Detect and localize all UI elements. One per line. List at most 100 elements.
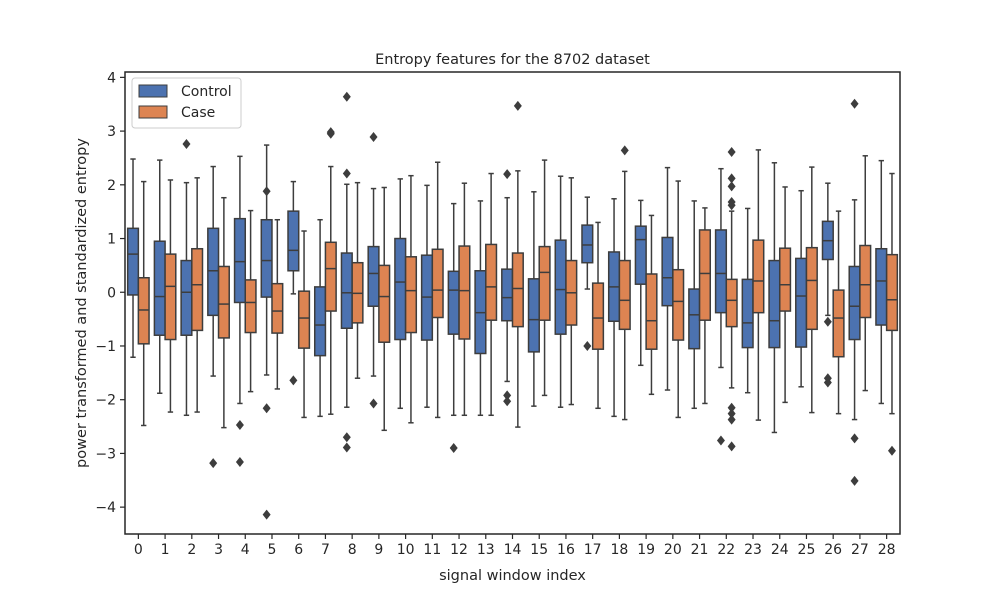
outlier-point [503,169,512,180]
box-iqr [795,257,808,348]
x-tick-label: 4 [241,542,250,558]
plot-area [126,91,899,520]
box-case-26 [832,210,845,415]
outlier-point [369,132,378,143]
outlier-point [727,402,736,413]
box-iqr [458,245,471,340]
outlier-point [727,441,736,452]
box-case-12 [458,182,471,417]
outlier-point [727,200,736,211]
box-control-20 [661,166,674,391]
outlier-point [850,98,859,109]
box-iqr [698,229,712,321]
outlier-point [823,377,832,388]
box-case-20 [672,180,685,419]
y-tick-label: −2 [95,393,116,409]
box-iqr [297,290,311,349]
outlier-point [503,396,512,407]
box-iqr [581,224,594,264]
box-case-0 [137,180,150,427]
box-iqr [725,278,738,328]
x-tick-label: 24 [771,542,789,558]
box-iqr [805,246,818,331]
outlier-point [727,147,736,158]
legend-swatch-case [138,105,168,119]
outlier-point [727,181,736,192]
box-iqr [394,237,407,341]
x-tick-label: 27 [851,542,869,558]
outlier-point [716,435,725,446]
box-control-9 [367,132,380,409]
outlier-point [727,173,736,184]
outlier-point [369,398,378,409]
box-iqr [191,247,204,332]
box-iqr [714,229,728,314]
box-iqr [137,277,150,345]
box-control-18 [607,198,621,418]
box-control-17 [581,196,594,351]
outlier-point [342,168,351,179]
outlier-point [727,414,736,425]
box-iqr [153,240,166,336]
box-iqr [848,265,861,341]
outlier-point [262,186,271,197]
y-tick-label: 4 [107,70,116,86]
x-tick-label: 28 [878,542,896,558]
box-iqr [340,252,353,329]
box-iqr [768,259,781,349]
x-tick-label: 2 [187,542,196,558]
box-iqr [217,265,230,339]
x-tick-label: 7 [321,542,330,558]
box-control-12 [447,202,460,454]
box-iqr [260,218,273,298]
outlier-point [449,443,458,454]
y-tick-label: −3 [95,446,116,462]
box-iqr [645,273,658,350]
box-iqr [313,286,327,357]
box-case-10 [404,174,418,424]
x-tick-label: 6 [294,542,303,558]
box-iqr [324,241,337,312]
box-iqr [832,289,845,358]
box-case-1 [164,179,177,413]
y-tick-label: −1 [95,339,116,355]
box-case-22 [725,147,738,452]
box-control-6 [287,180,300,386]
y-tick-label: 0 [107,285,116,301]
outlier-point [235,419,244,430]
box-case-13 [485,172,498,417]
box-iqr [885,253,899,332]
x-tick-label: 23 [744,542,762,558]
box-iqr [501,268,514,322]
x-tick-label: 8 [348,542,357,558]
box-control-10 [394,178,407,410]
x-tick-label: 14 [504,542,522,558]
outlier-point [727,408,736,419]
box-iqr [287,210,300,272]
legend-label-case: Case [181,105,215,121]
box-iqr [618,259,631,331]
box-iqr [126,227,140,296]
x-tick-label: 15 [530,542,548,558]
x-tick-label: 19 [637,542,655,558]
box-control-3 [207,165,220,469]
x-tick-label: 17 [584,542,602,558]
box-iqr [538,245,551,321]
box-iqr [164,253,177,341]
box-case-15 [538,159,551,397]
box-control-8 [340,91,353,453]
x-tick-label: 5 [268,542,277,558]
box-control-0 [126,158,140,359]
x-tick-label: 9 [374,542,383,558]
outlier-point [326,128,335,139]
box-case-19 [645,214,658,396]
x-tick-label: 18 [610,542,628,558]
box-iqr [527,278,540,353]
outlier-point [235,457,244,468]
box-case-3 [217,196,230,429]
outlier-point [823,316,832,327]
box-control-19 [634,199,647,367]
box-iqr [875,247,888,326]
box-control-15 [527,191,540,407]
box-iqr [207,227,220,317]
